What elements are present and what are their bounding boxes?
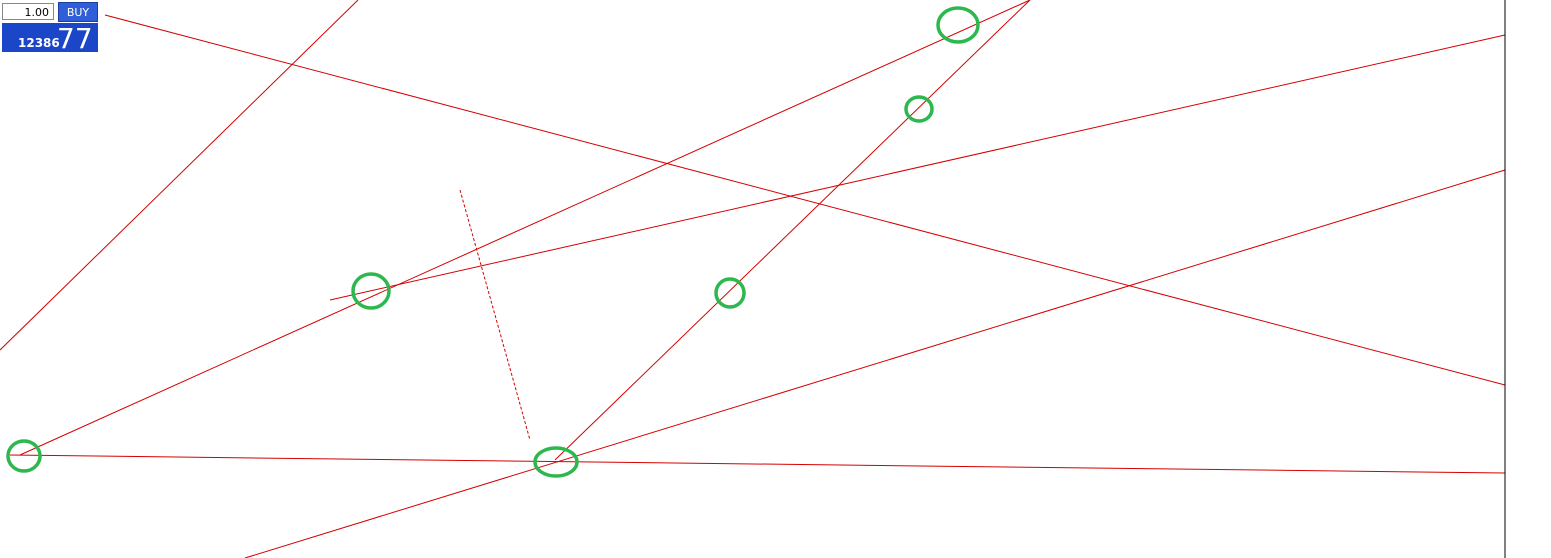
trend-line (329, 34, 1506, 301)
trend-line (104, 14, 1506, 386)
axis-background (1505, 0, 1551, 558)
highlight-circle (533, 446, 579, 478)
quote-price: 12386 (18, 36, 60, 50)
lot-input[interactable]: 1.00 (2, 3, 54, 20)
trend-line (459, 189, 531, 441)
buy-button[interactable]: BUY (58, 2, 98, 22)
order-panel: 1.00 BUY 12386 77 (0, 0, 100, 55)
trend-lines (0, 0, 1506, 558)
circles (6, 6, 980, 478)
trend-line (244, 169, 1506, 558)
highlight-circle (904, 95, 934, 123)
quote-box: 12386 77 (2, 22, 98, 55)
trend-line (0, 0, 359, 351)
highlight-circle (351, 272, 391, 310)
highlight-circle (936, 6, 980, 44)
trend-line (9, 454, 1506, 474)
highlight-circle (714, 277, 746, 309)
trend-line (19, 0, 1031, 456)
highlight-circle (6, 439, 42, 473)
quote-pips: 77 (57, 22, 93, 55)
trend-line (554, 0, 1031, 461)
